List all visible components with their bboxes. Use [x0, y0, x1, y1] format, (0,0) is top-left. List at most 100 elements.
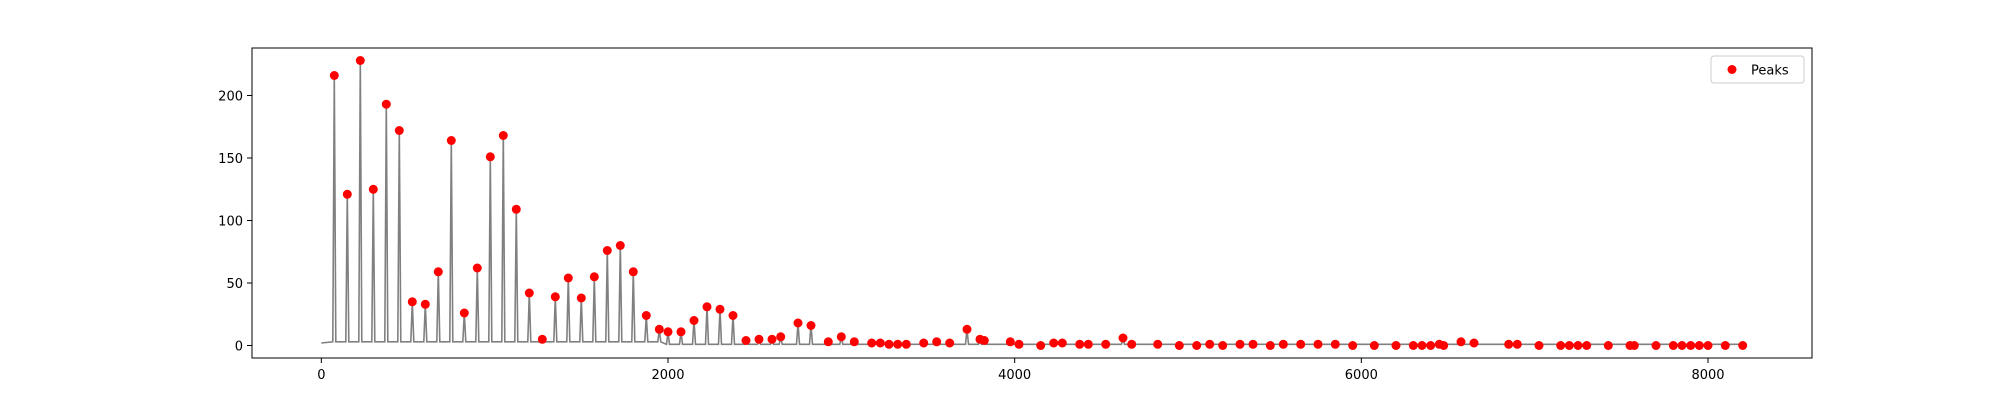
- peak-point: [1127, 339, 1137, 349]
- peak-point: [754, 334, 764, 344]
- peak-point: [689, 316, 699, 325]
- peak-point: [1083, 339, 1093, 349]
- peak-point: [329, 71, 339, 80]
- y-tick-label-0: 0: [235, 340, 243, 355]
- peak-point: [715, 304, 725, 314]
- peak-point: [1248, 339, 1258, 349]
- peak-point: [1057, 338, 1067, 348]
- x-tick-label-6000: 6000: [1345, 368, 1378, 383]
- peak-point: [1192, 341, 1202, 350]
- plot-frame: [251, 47, 1813, 359]
- peak-point: [1313, 339, 1323, 349]
- peak-point: [1564, 341, 1574, 350]
- peak-point: [663, 327, 673, 337]
- peak-point: [498, 131, 508, 140]
- peak-point: [1296, 339, 1306, 349]
- peak-point: [1703, 341, 1713, 350]
- peak-point: [1014, 339, 1024, 349]
- peak-point: [1265, 341, 1275, 350]
- peak-point: [1738, 341, 1748, 350]
- peak-point: [1118, 333, 1128, 343]
- peak-point: [1720, 341, 1730, 350]
- peak-point: [849, 337, 859, 347]
- peak-point: [823, 337, 833, 347]
- peak-point: [919, 338, 929, 348]
- peak-point: [485, 152, 495, 162]
- peak-point: [550, 292, 560, 302]
- peak-point: [1278, 339, 1288, 349]
- peak-point: [901, 339, 911, 349]
- peak-point: [615, 241, 625, 250]
- legend-marker-peaks: [1727, 65, 1737, 74]
- peak-point: [1504, 339, 1514, 349]
- peak-point: [962, 324, 972, 334]
- peak-point: [932, 337, 942, 347]
- peak-point: [875, 338, 885, 348]
- peak-point: [893, 339, 903, 349]
- legend-box: [1710, 55, 1805, 84]
- peak-point: [728, 311, 738, 320]
- peak-point: [1686, 341, 1696, 350]
- peak-point: [1101, 339, 1111, 349]
- peak-point: [407, 297, 417, 307]
- y-tick-label-100: 100: [218, 215, 243, 230]
- peak-point: [459, 308, 469, 318]
- peak-point: [1456, 337, 1466, 347]
- peak-point: [1534, 341, 1544, 350]
- peak-point: [884, 339, 894, 349]
- x-tick-label-8000: 8000: [1691, 368, 1724, 383]
- peak-point: [1694, 341, 1704, 350]
- axes-layer: 0 2000 4000 6000 8000 0 50 100 150 200: [218, 47, 1813, 383]
- peak-point: [1408, 341, 1418, 350]
- peak-point: [472, 263, 482, 273]
- peak-point: [1005, 337, 1015, 347]
- signal-line: [321, 60, 1745, 347]
- peak-point: [1582, 341, 1592, 350]
- peak-point: [641, 311, 651, 320]
- peak-point: [355, 56, 365, 65]
- peak-point: [381, 99, 391, 109]
- peak-point: [368, 184, 378, 194]
- peak-point: [420, 299, 430, 309]
- peak-point: [1391, 341, 1401, 350]
- peak-point: [446, 136, 456, 145]
- peak-point: [1330, 339, 1340, 349]
- x-tick-label-2000: 2000: [651, 368, 684, 383]
- peak-point: [1036, 341, 1046, 350]
- peak-point: [1512, 339, 1522, 349]
- peak-point: [1348, 341, 1358, 350]
- peak-point: [867, 338, 877, 348]
- peak-point: [741, 336, 751, 345]
- peak-point: [1677, 341, 1687, 350]
- peak-point: [1556, 341, 1566, 350]
- y-tick-label-50: 50: [226, 277, 243, 292]
- peak-point: [676, 327, 686, 337]
- peak-point: [342, 189, 352, 199]
- peak-point: [979, 336, 989, 345]
- x-tick-label-0: 0: [317, 368, 325, 383]
- peak-point: [1369, 341, 1379, 350]
- x-tick-label-4000: 4000: [998, 368, 1031, 383]
- peak-point: [1603, 341, 1613, 350]
- peak-point: [1629, 341, 1639, 350]
- peak-point: [1417, 341, 1427, 350]
- peak-point: [433, 267, 443, 277]
- peak-point: [836, 332, 846, 342]
- peak-point: [1668, 341, 1678, 350]
- peak-point: [702, 302, 712, 312]
- peak-point: [1426, 341, 1436, 350]
- y-tick-label-200: 200: [218, 90, 243, 105]
- peak-point: [1235, 339, 1245, 349]
- peak-point: [1205, 339, 1215, 349]
- peak-point: [1075, 339, 1085, 349]
- peak-point: [589, 272, 599, 282]
- peak-point: [563, 273, 573, 283]
- y-tick-label-150: 150: [218, 152, 243, 167]
- peak-point: [511, 204, 521, 214]
- peak-point: [1049, 338, 1059, 348]
- peak-point: [576, 293, 586, 303]
- peak-point: [945, 338, 955, 348]
- peak-point: [793, 318, 803, 328]
- peak-point: [1651, 341, 1661, 350]
